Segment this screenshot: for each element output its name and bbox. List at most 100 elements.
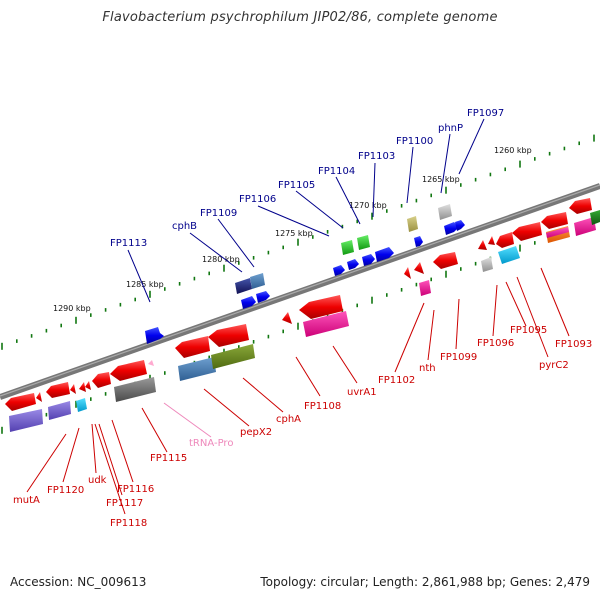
gene-forward	[235, 278, 252, 294]
gene-reverse	[433, 252, 458, 269]
accession-text: Accession: NC_009613	[10, 575, 147, 589]
gene-forward	[455, 220, 465, 231]
forward-strand-genes	[145, 204, 465, 344]
gene-label: FP1100	[396, 136, 433, 147]
gene-forward	[414, 236, 423, 247]
gene-label: FP1117	[106, 498, 143, 509]
gene-label: FP1104	[318, 166, 355, 177]
gene-reverse	[110, 360, 147, 381]
gene-forward	[256, 291, 270, 303]
gene-label: phnP	[438, 123, 463, 134]
gene-label: pyrC2	[539, 360, 569, 371]
gene-reverse	[85, 381, 91, 390]
gene-reverse	[282, 312, 292, 324]
genome-backbone-highlight	[0, 184, 600, 397]
gene-reverse	[546, 227, 569, 238]
gene-reverse	[498, 246, 520, 264]
gene-reverse	[414, 262, 424, 274]
leader-line-trna	[163, 402, 212, 438]
gene-reverse	[79, 382, 86, 392]
gene-reverse	[178, 357, 216, 381]
gene-reverse	[208, 324, 249, 347]
kbp-label: 1290 kbp	[53, 304, 91, 313]
gene-label: FP1120	[47, 485, 84, 496]
gene-reverse	[92, 372, 111, 388]
gene-reverse	[303, 311, 349, 337]
kbp-label: 1260 kbp	[494, 146, 532, 155]
scale-ticks-top	[1, 134, 595, 350]
gene-forward	[357, 235, 370, 250]
gene-forward	[362, 254, 375, 266]
kbp-label: 1280 kbp	[202, 255, 240, 264]
gene-label: FP1106	[239, 194, 276, 205]
gene-label: FP1096	[477, 338, 514, 349]
kbp-label: 1285 kbp	[126, 280, 164, 289]
gene-reverse	[148, 360, 154, 366]
gene-reverse	[590, 210, 600, 225]
kbp-label: 1275 kbp	[275, 229, 313, 238]
gene-label: FP1113	[110, 238, 147, 249]
gene-reverse	[175, 336, 210, 358]
gene-reverse	[36, 392, 42, 402]
gene-forward	[145, 327, 164, 344]
gene-label: FP1108	[304, 401, 341, 412]
gene-label: FP1093	[555, 339, 592, 350]
kbp-label: 1265 kbp	[422, 175, 460, 184]
gene-reverse	[478, 240, 487, 250]
genome-backbone	[0, 183, 600, 400]
gene-label: uvrA1	[347, 387, 377, 398]
gene-reverse	[488, 236, 495, 245]
leader-lines-top	[127, 118, 485, 303]
gene-label: mutA	[13, 495, 40, 506]
gene-reverse	[9, 409, 43, 432]
gene-label: FP1103	[358, 151, 395, 162]
gene-label: FP1118	[110, 518, 147, 529]
gene-labels-top: FP1113 cphB FP1109 FP1106 FP1105 FP1104 …	[110, 108, 504, 249]
gene-label: cphA	[276, 414, 301, 425]
gene-label: FP1116	[117, 484, 154, 495]
kbp-scale-labels: 1290 kbp 1285 kbp 1280 kbp 1275 kbp 1270…	[53, 146, 532, 313]
gene-reverse	[299, 295, 343, 319]
gene-forward	[407, 216, 418, 232]
gene-forward	[241, 296, 256, 309]
gene-forward	[444, 222, 459, 235]
gene-reverse	[5, 393, 36, 411]
gene-forward	[341, 240, 354, 255]
genome-summary-text: Topology: circular; Length: 2,861,988 bp…	[260, 575, 590, 589]
gene-label: udk	[88, 475, 107, 486]
gene-label: cphB	[172, 221, 197, 232]
gene-label: FP1102	[378, 375, 415, 386]
gene-label: FP1115	[150, 453, 187, 464]
gene-forward	[250, 273, 265, 289]
gene-reverse	[76, 398, 87, 412]
gene-reverse	[404, 267, 411, 279]
gene-reverse	[512, 222, 542, 241]
gene-reverse	[481, 257, 493, 272]
leader-lines-bottom	[26, 267, 570, 515]
gene-label-trna: tRNA-Pro	[189, 438, 233, 449]
kbp-label: 1270 kbp	[349, 201, 387, 210]
gene-reverse	[70, 384, 76, 394]
gene-label: FP1095	[510, 325, 547, 336]
gene-forward	[347, 259, 359, 270]
gene-forward	[375, 247, 394, 262]
gene-reverse	[574, 217, 596, 236]
gene-label: FP1109	[200, 208, 237, 219]
gene-reverse	[541, 212, 568, 229]
gene-reverse	[211, 344, 255, 369]
map-title: Flavobacterium psychrophilum JIP02/86, c…	[102, 10, 498, 25]
gene-label: nth	[419, 363, 436, 374]
gene-labels-bottom: mutA FP1120 udk FP1116 FP1117 FP1118 FP1…	[13, 325, 592, 529]
gene-reverse	[569, 198, 592, 214]
gene-reverse	[419, 280, 431, 296]
gene-reverse	[114, 377, 156, 402]
gene-label: FP1099	[440, 352, 477, 363]
gene-reverse	[496, 232, 514, 248]
gene-label: pepX2	[240, 427, 272, 438]
gene-forward	[333, 265, 345, 276]
gene-forward	[438, 204, 452, 220]
gene-label: FP1097	[467, 108, 504, 119]
gene-reverse	[46, 382, 70, 398]
reverse-strand-genes	[5, 198, 600, 432]
